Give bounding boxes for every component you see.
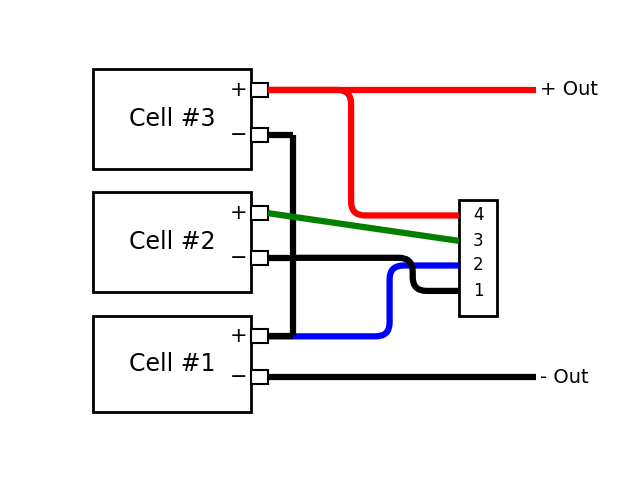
Bar (251, 206, 268, 220)
Bar (459, 200, 497, 315)
Text: Cell #3: Cell #3 (129, 107, 215, 131)
Bar (93, 315, 251, 412)
Text: Cell #2: Cell #2 (129, 230, 215, 254)
Text: 1: 1 (473, 282, 483, 300)
Bar (251, 251, 268, 265)
Bar (251, 128, 268, 142)
Text: 2: 2 (473, 256, 483, 275)
Text: Cell #1: Cell #1 (129, 352, 215, 376)
Text: −: − (230, 125, 247, 144)
Text: −: − (230, 367, 247, 387)
Text: 3: 3 (473, 232, 483, 250)
Bar (251, 370, 268, 384)
Text: +: + (230, 326, 247, 347)
Bar (251, 83, 268, 97)
Text: - Out: - Out (540, 368, 588, 387)
Bar (251, 329, 268, 343)
Text: −: − (230, 248, 247, 268)
Text: 4: 4 (473, 206, 483, 225)
Text: + Out: + Out (540, 81, 598, 99)
Bar (93, 192, 251, 292)
Text: +: + (230, 80, 247, 100)
Bar (93, 69, 251, 169)
Text: +: + (230, 203, 247, 223)
